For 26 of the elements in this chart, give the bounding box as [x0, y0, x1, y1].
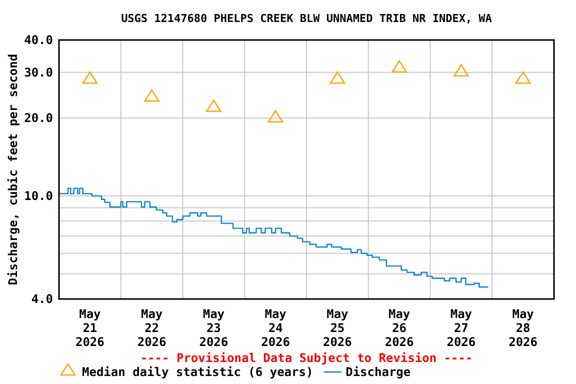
x-tick-label: May 25 2026 — [322, 307, 352, 349]
point — [82, 71, 98, 84]
y-tick-label: 4.0 — [31, 292, 53, 306]
x-tick-label: May 22 2026 — [137, 307, 166, 349]
chart-title: USGS 12147680 PHELPS CREEK BLW UNNAMED TRIB NR INDEX, WA — [121, 12, 492, 25]
point — [330, 71, 346, 84]
y-tick-label: 40.0 — [24, 33, 53, 48]
y-tick-label: 10.0 — [24, 189, 53, 204]
y-axis-title: Discharge, cubic feet per second — [6, 54, 20, 286]
legend-label: Median daily statistic (6 years) — [82, 365, 314, 379]
x-tick-label: May 23 2026 — [199, 307, 228, 349]
text: ---- Provisional Data Subject to Revision ---- — [140, 351, 473, 365]
point — [268, 110, 284, 122]
point — [454, 64, 469, 77]
x-tick-label: May 26 2026 — [384, 307, 414, 349]
y-tick-label: 30.0 — [24, 66, 53, 80]
y-tick-label: 20.0 — [24, 111, 53, 126]
x-tick-label: May 27 2026 — [446, 307, 476, 349]
x-tick-label: May 24 2026 — [261, 307, 290, 349]
point — [392, 60, 407, 73]
point — [206, 100, 222, 112]
point — [515, 71, 531, 84]
point — [144, 89, 160, 102]
x-tick-label: May 28 2026 — [508, 307, 538, 349]
x-tick-label: May 21 2026 — [75, 307, 104, 349]
legend-label: Discharge — [346, 365, 411, 379]
